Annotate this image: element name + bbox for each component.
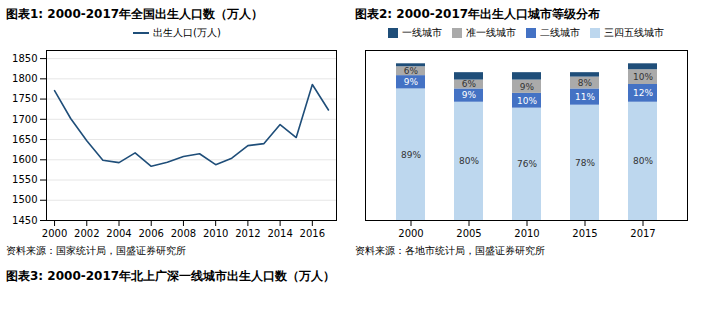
html-text:图表1: 2000-2017年全国出生人口数（万人）: 图表1: 2000-2017年全国出生人口数（万人）: [6, 7, 264, 21]
html-text:三四五线城市: 三四五线城市: [604, 27, 664, 38]
svg-text:2010: 2010: [514, 228, 539, 239]
svg-text:9%: 9%: [404, 77, 419, 87]
svg-text:8%: 8%: [578, 78, 593, 88]
svg-text:1850: 1850: [12, 53, 37, 64]
html-text:准一线城市: 准一线城市: [466, 27, 516, 38]
svg-text:2014: 2014: [267, 228, 292, 239]
svg-text:1500: 1500: [12, 194, 37, 205]
html-text:二线城市: 二线城市: [540, 27, 580, 38]
svg-text:80%: 80%: [459, 156, 479, 166]
svg-text:1750: 1750: [12, 93, 37, 104]
svg-text:2008: 2008: [171, 228, 196, 239]
html-text:资料来源：国家统计局，国盛证券研究所: 资料来源：国家统计局，国盛证券研究所: [6, 245, 186, 256]
svg-text:6%: 6%: [462, 79, 477, 89]
svg-text:2004: 2004: [106, 228, 131, 239]
svg-text:9%: 9%: [520, 82, 535, 92]
svg-text:2016: 2016: [300, 228, 325, 239]
html-text:一线城市: 一线城市: [402, 27, 442, 38]
svg-text:1650: 1650: [12, 134, 37, 145]
svg-text:1700: 1700: [12, 114, 37, 125]
svg-text:1450: 1450: [12, 215, 37, 226]
html-text:图表3: 2000-2017年北上广深一线城市出生人口数（万: 图表3: 2000-2017年北上广深一线城市出生人口数（万人）: [6, 269, 336, 283]
svg-text:80%: 80%: [633, 156, 653, 166]
svg-text:76%: 76%: [517, 159, 537, 169]
html-text:图表2: 2000-2017年出生人口城市等级分布: 图表2: 2000-2017年出生人口城市等级分布: [355, 7, 601, 21]
svg-text:9%: 9%: [462, 90, 477, 100]
svg-text:12%: 12%: [633, 88, 653, 98]
html-text:出生人口(万人): 出生人口(万人): [153, 27, 221, 38]
svg-text:11%: 11%: [575, 92, 595, 102]
svg-text:2015: 2015: [572, 228, 597, 239]
svg-text:2000: 2000: [42, 228, 67, 239]
html-text:资料来源：各地市统计局，国盛证券研究所: 资料来源：各地市统计局，国盛证券研究所: [355, 245, 545, 256]
svg-text:6%: 6%: [404, 66, 419, 76]
svg-text:2017: 2017: [630, 228, 655, 239]
svg-text:2000: 2000: [398, 228, 423, 239]
svg-text:10%: 10%: [517, 96, 537, 106]
svg-text:2005: 2005: [456, 228, 481, 239]
svg-text:1600: 1600: [12, 154, 37, 165]
svg-text:89%: 89%: [401, 150, 421, 160]
svg-text:2006: 2006: [138, 228, 163, 239]
svg-text:78%: 78%: [575, 158, 595, 168]
svg-text:2012: 2012: [235, 228, 260, 239]
svg-text:10%: 10%: [633, 72, 653, 82]
svg-text:1550: 1550: [12, 174, 37, 185]
svg-text:2002: 2002: [74, 228, 99, 239]
svg-text:2010: 2010: [203, 228, 228, 239]
svg-text:1800: 1800: [12, 73, 37, 84]
